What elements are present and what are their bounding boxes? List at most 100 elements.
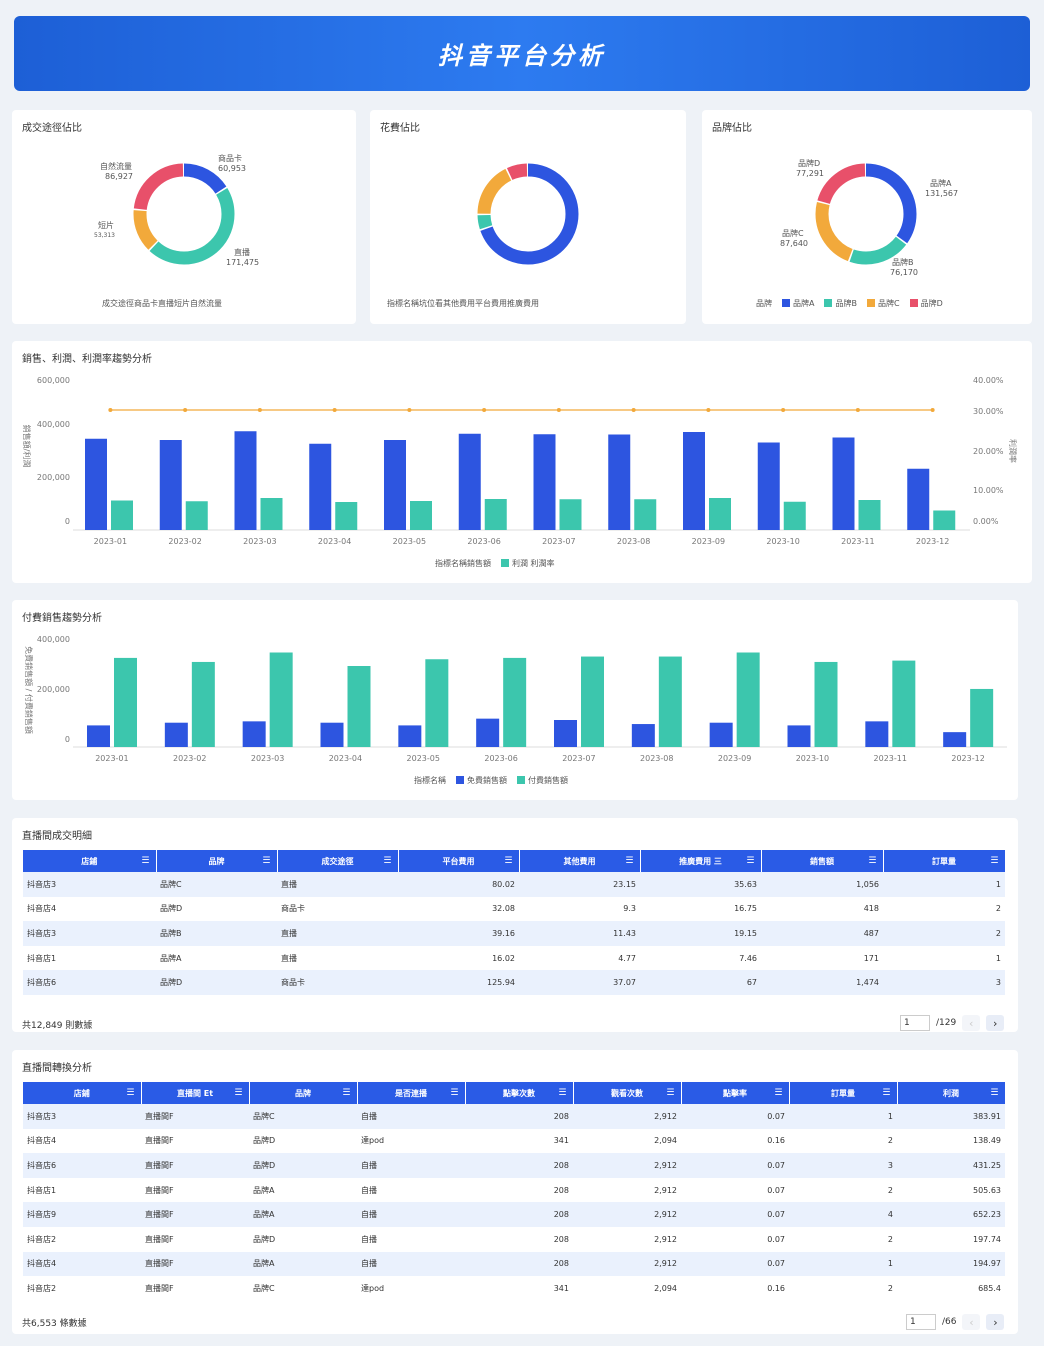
sort-icon[interactable]: ☰ [990,1088,999,1098]
donut-slice[interactable] [815,163,917,265]
bar[interactable] [787,725,811,747]
bar[interactable] [757,442,780,531]
column-header[interactable]: 點擊率 ☰ [681,1082,790,1104]
sort-icon[interactable]: ☰ [558,1088,567,1098]
sort-icon[interactable]: ☰ [774,1088,783,1098]
bar[interactable] [87,725,110,747]
bar[interactable] [581,656,604,747]
bar[interactable] [410,501,432,530]
bar[interactable] [683,432,705,530]
bar[interactable] [269,652,293,748]
legend-item[interactable]: 品牌C [866,298,900,309]
bar[interactable] [185,501,208,530]
bar[interactable] [484,499,507,530]
line-point[interactable] [108,408,113,412]
column-header[interactable]: 銷售額 ☰ [761,850,884,872]
bar[interactable] [85,438,107,530]
legend-item[interactable]: 免費銷售額 [456,775,507,786]
bar[interactable] [425,659,449,747]
bar[interactable] [865,721,889,747]
line-point[interactable] [257,408,262,412]
table-row[interactable]: 抖音店2 直播間F 品牌D 自播 208 2,912 0.07 2 197.74 [23,1226,1005,1252]
page-input[interactable]: 1 [900,1015,930,1031]
legend-item[interactable]: 品牌A [782,298,814,309]
bar[interactable] [384,440,406,530]
legend-item[interactable]: 付費銷售額 [517,775,568,786]
table-viewport[interactable]: 店鋪 ☰ 直播間 Et ☰ 品牌 ☰ 是否連播 ☰ 點擊次數 ☰ 觀看次數 ☰ 點擊率 ☰ 訂單量 ☰ 利潤 ☰ … [23,1082,1005,1308]
bar[interactable] [554,720,577,747]
bar[interactable] [907,468,930,530]
next-page-button[interactable]: › [986,1314,1005,1330]
table-row[interactable]: 抖音店4 直播間F 品牌A 自播 208 2,912 0.07 1 194.97 [23,1251,1005,1277]
bar[interactable] [658,656,682,747]
bar[interactable] [559,499,582,530]
bar[interactable] [533,434,556,530]
column-header[interactable]: 成交途徑 ☰ [277,850,399,872]
bar[interactable] [631,724,655,747]
donut-slice[interactable] [133,163,235,265]
line-point[interactable] [930,408,935,412]
table-row[interactable]: 抖音店3 直播間F 品牌C 自播 208 2,912 0.07 1 383.91 [23,1104,1005,1129]
column-header[interactable]: 其他費用 ☰ [519,850,641,872]
line-point[interactable] [781,408,786,412]
bar[interactable] [347,666,371,747]
bar[interactable] [111,500,133,531]
bar[interactable] [858,500,881,530]
legend-item[interactable]: 品牌D [909,298,943,309]
bar[interactable] [709,722,733,747]
line-point[interactable] [407,408,412,412]
sort-icon[interactable]: ☰ [141,856,150,866]
sort-icon[interactable]: ☰ [342,1088,351,1098]
line-point[interactable] [631,408,636,412]
bar[interactable] [783,501,806,530]
column-header[interactable]: 平台費用 ☰ [398,850,520,872]
column-header[interactable]: 點擊次數 ☰ [465,1082,574,1104]
line-point[interactable] [183,408,188,412]
bar[interactable] [634,499,657,530]
bar[interactable] [832,437,855,531]
bar[interactable] [970,688,994,747]
bar[interactable] [309,443,332,530]
column-header[interactable]: 店鋪 ☰ [23,1082,142,1104]
bar[interactable] [234,431,257,530]
bar[interactable] [709,498,731,530]
table-row[interactable]: 抖音店2 直播間F 品牌C 達pod 341 2,094 0.16 2 685.4 [23,1276,1005,1301]
bar[interactable] [892,660,916,747]
sort-icon[interactable]: ☰ [262,856,271,866]
donut-slice[interactable] [133,163,235,265]
sort-icon[interactable]: ☰ [625,856,634,866]
table-row[interactable]: 抖音店3 品牌B 直播 39.16 11.43 19.15 487 2 [23,921,1005,946]
table-row[interactable]: 抖音店6 直播間F 品牌D 自播 208 2,912 0.07 3 431.25 [23,1153,1005,1178]
column-header[interactable]: 店鋪 ☰ [23,850,157,872]
bar[interactable] [476,718,500,747]
table-row[interactable]: 抖音店6 品牌D 商品卡 125.94 37.07 67 1,474 3 [23,970,1005,995]
table-viewport[interactable]: 店鋪 ☰ 品牌 ☰ 成交途徑 ☰ 平台費用 ☰ 其他費用 ☰ 推廣費用 三 ☰ 銷售額 ☰ 訂單量 ☰ 抖音店… [23,850,1005,1006]
prev-page-button[interactable]: ‹ [962,1015,981,1031]
bar[interactable] [114,657,137,747]
donut-slice[interactable] [815,163,917,265]
sort-icon[interactable]: ☰ [882,1088,891,1098]
bar[interactable] [164,722,188,747]
table-row[interactable]: 抖音店9 直播間F 品牌A 自播 208 2,912 0.07 4 652.23 [23,1202,1005,1227]
bar[interactable] [503,657,527,747]
donut-slice[interactable] [133,163,235,265]
table-row[interactable]: 抖音店4 品牌D 商品卡 32.08 9.3 16.75 418 2 [23,896,1005,922]
bar[interactable] [191,661,215,747]
line-point[interactable] [482,408,487,412]
legend-item[interactable]: 品牌B [824,298,857,309]
sort-icon[interactable]: ☰ [126,1088,135,1098]
legend-item[interactable]: 指標名稱銷售額 [424,558,491,569]
sort-icon[interactable]: ☰ [868,856,877,866]
bar[interactable] [242,721,266,747]
line-point[interactable] [706,408,711,412]
bar[interactable] [320,722,344,747]
bar[interactable] [159,440,182,530]
sort-icon[interactable]: ☰ [746,856,755,866]
sort-icon[interactable]: ☰ [234,1088,243,1098]
table-row[interactable]: 抖音店4 直播間F 品牌D 達pod 341 2,094 0.16 2 138.49 [23,1128,1005,1154]
sort-icon[interactable]: ☰ [450,1088,459,1098]
line-point[interactable] [556,408,561,412]
bar[interactable] [608,434,631,531]
line-point[interactable] [332,408,337,412]
bar[interactable] [933,510,956,531]
